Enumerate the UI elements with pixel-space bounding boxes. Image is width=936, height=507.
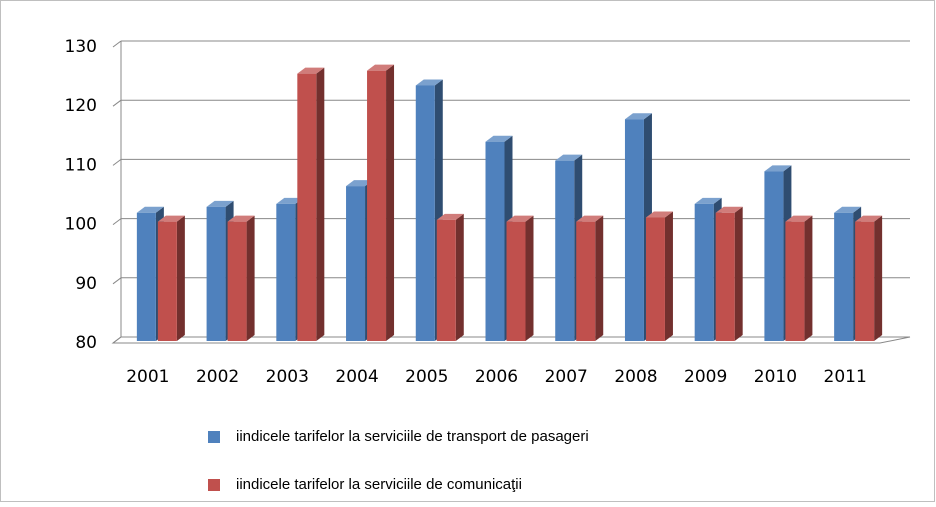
bar-top (227, 215, 255, 222)
grid-diag (112, 277, 122, 285)
bar-top (276, 197, 304, 204)
bar-top (555, 154, 583, 161)
bar-top (624, 113, 652, 120)
legend-label: iindicele tarifelor la serviciile de tra… (236, 428, 589, 445)
bar-side (874, 215, 883, 341)
bar (485, 141, 505, 341)
x-tick-label: 2003 (266, 367, 309, 387)
bar-top (576, 215, 604, 222)
x-tick-label: 2010 (754, 367, 797, 387)
y-tick-label: 80 (75, 333, 97, 353)
bar (834, 212, 854, 341)
y-tick-label: 120 (65, 96, 97, 116)
bar (764, 171, 784, 341)
x-tick-label: 2002 (196, 367, 239, 387)
y-tick-label: 130 (65, 37, 97, 57)
bar (206, 206, 226, 341)
bar (555, 160, 575, 341)
bar-top (297, 67, 325, 74)
bar (346, 186, 366, 341)
bar-side (455, 213, 464, 341)
y-tick-label: 110 (65, 155, 97, 175)
bar-top (834, 206, 862, 213)
x-tick-label: 2011 (824, 367, 867, 387)
bar-top (136, 206, 164, 213)
bar (645, 217, 665, 341)
bar (855, 221, 875, 341)
bar (276, 203, 296, 341)
bar (694, 203, 714, 341)
bar (715, 212, 735, 341)
bar-side (316, 67, 325, 341)
bar-top (485, 135, 513, 142)
bar-side (246, 215, 255, 341)
x-tick-label: 2005 (405, 367, 448, 387)
legend-swatch (208, 479, 220, 491)
bar (136, 212, 156, 341)
bar-top (346, 180, 374, 187)
bar-top (436, 213, 464, 220)
bar-top (415, 79, 443, 86)
bar (576, 221, 596, 341)
x-tick-label: 2008 (614, 367, 657, 387)
bar-side (176, 215, 185, 341)
bar-top (785, 215, 813, 222)
bar-side (386, 64, 395, 342)
bar-top (506, 215, 534, 222)
x-tick-label: 2009 (684, 367, 727, 387)
bar-top (764, 165, 792, 172)
grid-diag (112, 336, 122, 344)
x-tick-label: 2001 (126, 367, 169, 387)
bar-top (206, 200, 234, 207)
y-tick-label: 100 (65, 215, 97, 235)
bar (415, 85, 435, 341)
bar (436, 219, 456, 341)
bar (227, 221, 247, 341)
bar (367, 70, 387, 342)
bar-top (645, 211, 673, 218)
bar-side (734, 206, 743, 341)
x-tick-label: 2006 (475, 367, 518, 387)
legend-label: iindicele tarifelor la serviciile de com… (236, 476, 522, 493)
grid-diag (112, 158, 122, 166)
legend-swatch (208, 431, 220, 443)
bar-top (855, 215, 883, 222)
bar (297, 73, 317, 341)
x-tick-label: 2007 (545, 367, 588, 387)
bar-side (595, 215, 604, 341)
grid-diag (112, 99, 122, 107)
bar (624, 119, 644, 341)
bar (506, 221, 526, 341)
bar-side (804, 215, 813, 341)
bar-top (694, 197, 722, 204)
bar (785, 221, 805, 341)
y-tick-label: 90 (75, 274, 97, 294)
bar-side (664, 211, 673, 341)
bar-top (367, 64, 395, 71)
bar-top (157, 215, 185, 222)
grid-diag (112, 218, 122, 226)
bar (157, 221, 177, 341)
bar-top (715, 206, 743, 213)
grid-diag (112, 40, 122, 48)
x-tick-label: 2004 (335, 367, 378, 387)
bar-side (525, 215, 534, 341)
